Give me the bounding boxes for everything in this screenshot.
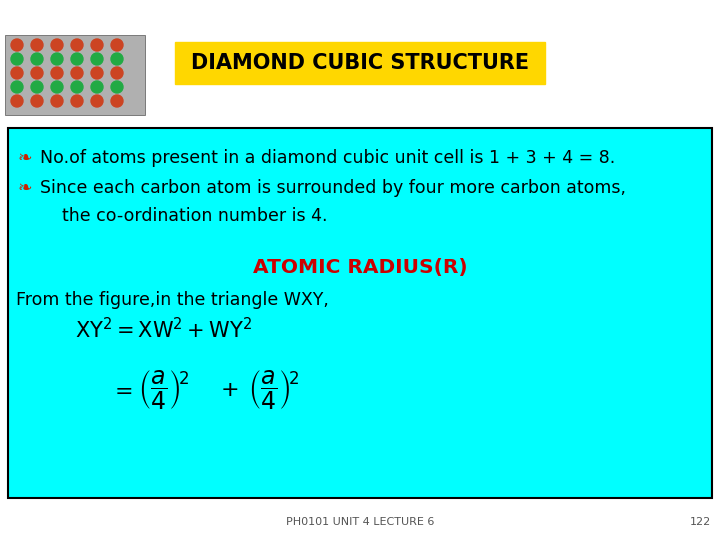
Circle shape — [11, 95, 23, 107]
Circle shape — [11, 53, 23, 65]
Text: No.of atoms present in a diamond cubic unit cell is 1 + 3 + 4 = 8.: No.of atoms present in a diamond cubic u… — [40, 149, 616, 167]
Text: ATOMIC RADIUS(R): ATOMIC RADIUS(R) — [253, 259, 467, 278]
Circle shape — [11, 67, 23, 79]
Circle shape — [11, 39, 23, 51]
Text: $\mathregular{XY^2 = XW^2 + WY^2}$: $\mathregular{XY^2 = XW^2 + WY^2}$ — [75, 318, 252, 342]
FancyBboxPatch shape — [175, 42, 545, 84]
Circle shape — [11, 81, 23, 93]
Circle shape — [31, 81, 43, 93]
Circle shape — [111, 39, 123, 51]
Circle shape — [91, 53, 103, 65]
Circle shape — [31, 67, 43, 79]
Text: $=$: $=$ — [110, 380, 132, 400]
Circle shape — [31, 39, 43, 51]
Circle shape — [91, 67, 103, 79]
Circle shape — [91, 81, 103, 93]
Circle shape — [111, 67, 123, 79]
Circle shape — [51, 81, 63, 93]
Circle shape — [71, 67, 83, 79]
Circle shape — [31, 53, 43, 65]
Circle shape — [111, 95, 123, 107]
Text: $\left(\dfrac{a}{4}\right)^{\!2}$: $\left(\dfrac{a}{4}\right)^{\!2}$ — [248, 368, 299, 411]
Circle shape — [111, 81, 123, 93]
Text: 122: 122 — [689, 517, 711, 527]
Text: DIAMOND CUBIC STRUCTURE: DIAMOND CUBIC STRUCTURE — [191, 53, 529, 73]
Circle shape — [111, 53, 123, 65]
Circle shape — [71, 53, 83, 65]
Text: $\left(\dfrac{a}{4}\right)^{\!2}$: $\left(\dfrac{a}{4}\right)^{\!2}$ — [138, 368, 189, 411]
FancyBboxPatch shape — [5, 35, 145, 115]
FancyBboxPatch shape — [8, 128, 712, 498]
Circle shape — [51, 95, 63, 107]
Text: $+$: $+$ — [220, 380, 238, 400]
Circle shape — [31, 95, 43, 107]
Text: From the figure,in the triangle WXY,: From the figure,in the triangle WXY, — [16, 291, 329, 309]
Text: PH0101 UNIT 4 LECTURE 6: PH0101 UNIT 4 LECTURE 6 — [286, 517, 434, 527]
Circle shape — [91, 95, 103, 107]
Circle shape — [51, 39, 63, 51]
Circle shape — [71, 81, 83, 93]
Text: the co-ordination number is 4.: the co-ordination number is 4. — [40, 207, 328, 225]
Circle shape — [91, 39, 103, 51]
Circle shape — [71, 39, 83, 51]
Circle shape — [71, 95, 83, 107]
Text: ❧: ❧ — [18, 179, 32, 197]
Circle shape — [51, 67, 63, 79]
Circle shape — [51, 53, 63, 65]
Text: Since each carbon atom is surrounded by four more carbon atoms,: Since each carbon atom is surrounded by … — [40, 179, 626, 197]
Text: ❧: ❧ — [18, 149, 32, 167]
